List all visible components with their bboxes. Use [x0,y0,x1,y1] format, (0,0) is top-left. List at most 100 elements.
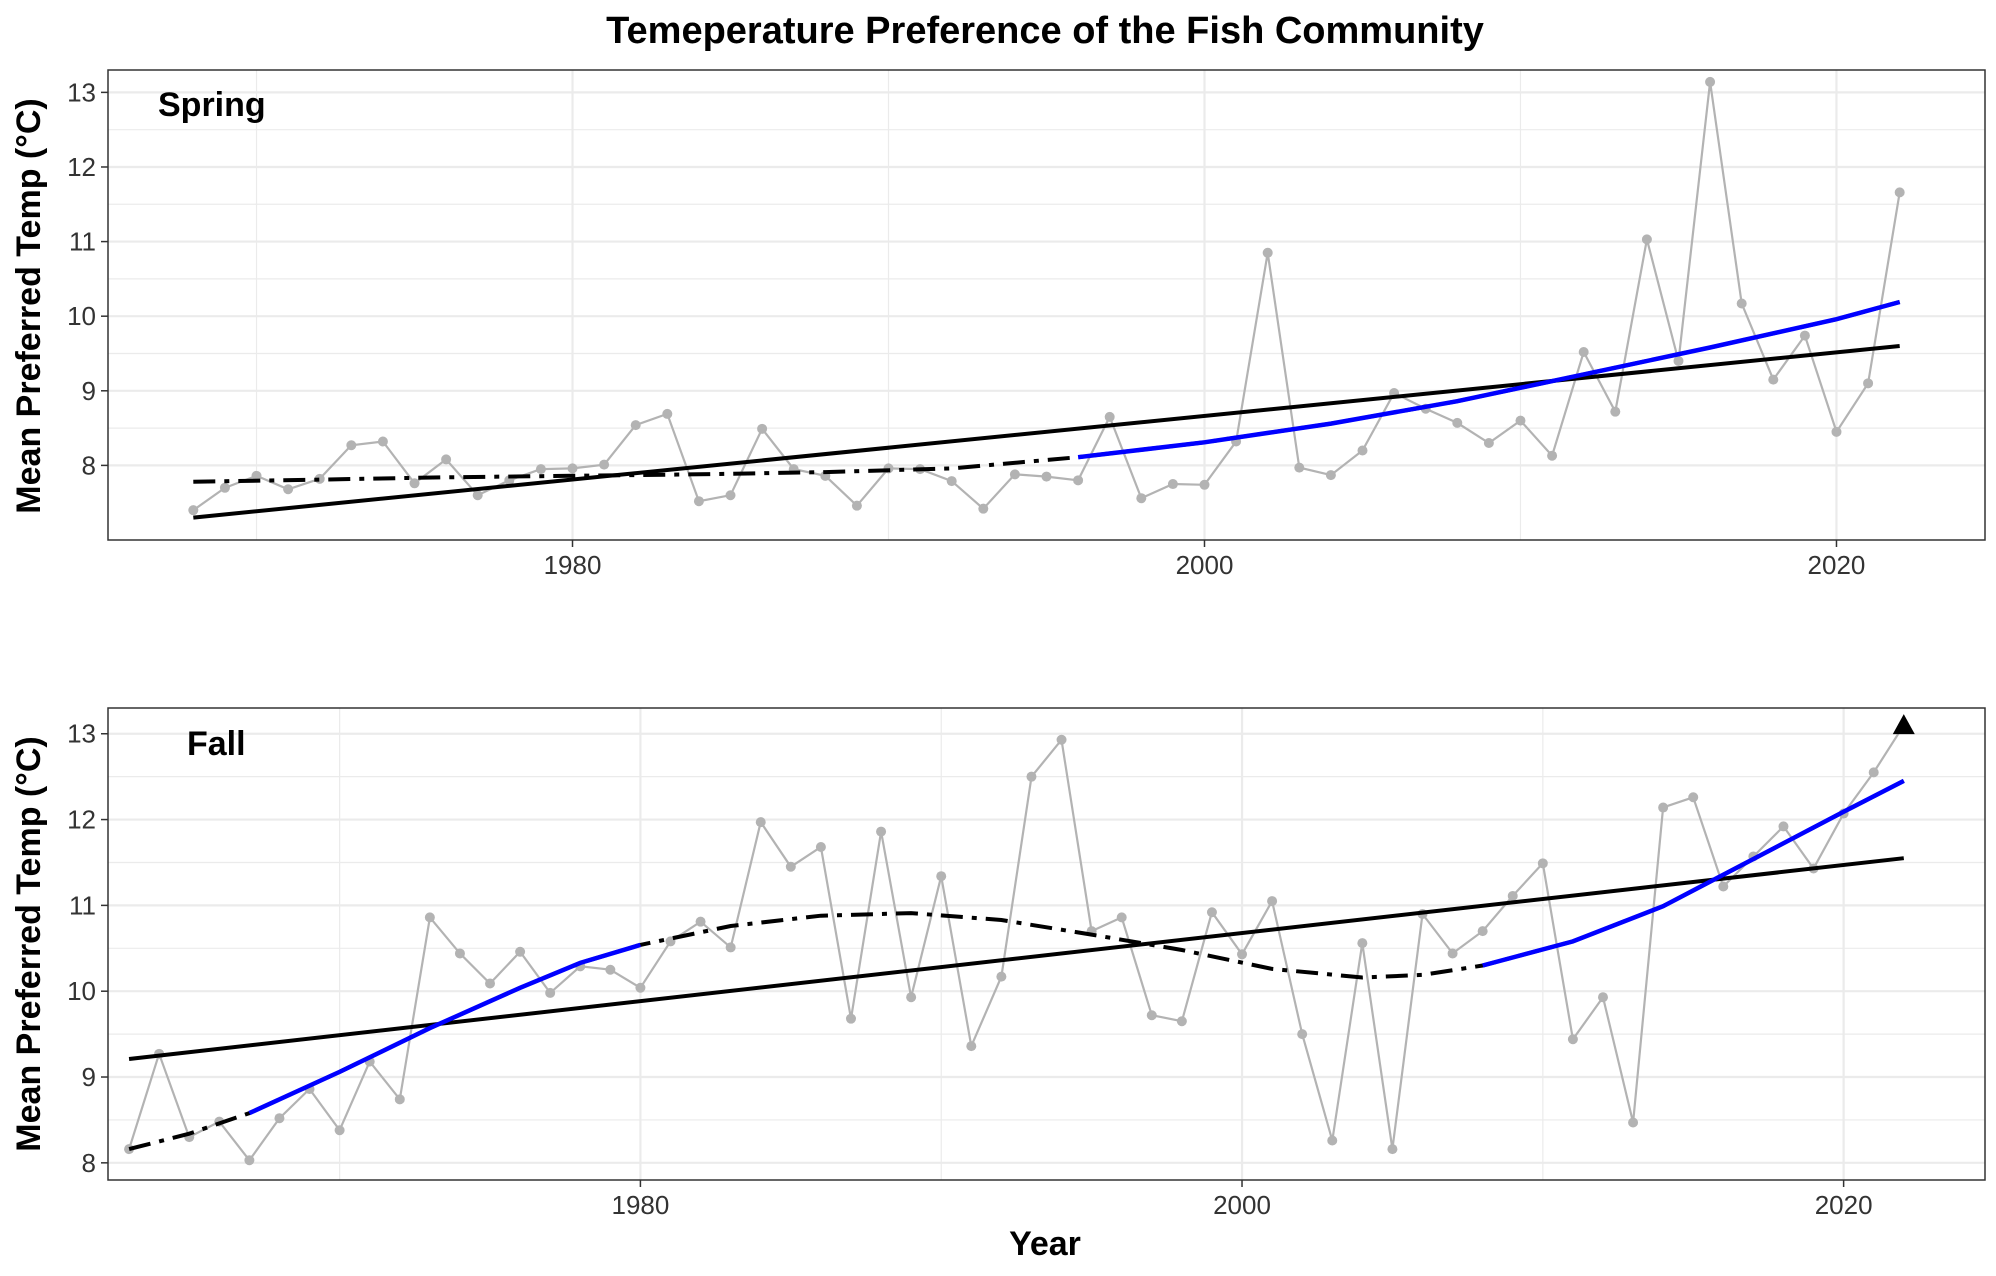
spring-observed-point [1357,445,1368,456]
spring-panel-label: Spring [158,86,266,124]
spring-observed-point [409,478,420,489]
fall-x-tick-label: 1980 [611,1190,669,1220]
fall-x-tick-label: 2020 [1815,1190,1873,1220]
spring-panel: 1980 2000 2020 8 9 10 11 12 13 Spring Mean Prefe… [10,69,1986,580]
fall-y-tick-label: 9 [82,1062,96,1092]
spring-observed-point [188,505,199,516]
fall-linear-trend-line [128,856,1905,1061]
fall-observed-point [845,1013,856,1024]
spring-observed-point [1894,187,1905,198]
spring-observed-point [1483,438,1494,449]
spring-observed-point [219,482,230,493]
fall-observed-point [424,912,435,923]
fall-axis-ticks: 1980 2000 2020 8 9 10 11 12 13 [67,719,1872,1220]
spring-y-tick-label: 10 [67,301,96,331]
spring-observed-point [346,440,357,451]
fall-gridlines [108,708,1985,1180]
fall-observed-point [394,1094,405,1105]
spring-observed-point [1641,234,1652,245]
fall-y-axis-title: Mean Preferred Temp (°C) [10,736,48,1151]
fall-y-tick-label: 8 [82,1148,96,1178]
fall-observed-point [936,871,947,882]
spring-panel-border [107,69,1986,541]
fall-panel: 1980 2000 2020 8 9 10 11 12 13 Fall Mean Preferr… [10,707,1986,1220]
spring-observed-point [946,476,957,487]
spring-observed-point [693,496,704,507]
fall-y-tick-label: 13 [67,719,96,749]
fall-observed-point [1507,890,1518,901]
fall-observed-point [1628,1117,1639,1128]
spring-observed-point [662,408,673,419]
fall-y-tick-label: 12 [67,805,96,835]
x-axis-title: Year [1009,1225,1081,1263]
spring-trend-lines [193,299,1901,520]
fall-observed-point [1387,1144,1398,1155]
fall-panel-label: Fall [187,725,246,763]
fall-observed-point [1688,792,1699,803]
fall-observed-point [785,861,796,872]
spring-y-tick-label: 13 [67,77,96,107]
spring-axis-ticks: 1980 2000 2020 8 9 10 11 12 13 [67,77,1865,580]
spring-observed-point [1831,426,1842,437]
fall-observed-point [1868,767,1879,778]
fall-observed-point [635,982,646,993]
spring-observed-point [1515,415,1526,426]
spring-observed-point [1294,462,1305,473]
fall-y-tick-label: 10 [67,976,96,1006]
spring-observed-point [1262,247,1273,258]
spring-observed-point [1547,450,1558,461]
spring-y-tick-label: 12 [67,152,96,182]
fall-panel-border [107,707,1986,1181]
spring-observed-point [1167,479,1178,490]
spring-observed-point [1199,479,1210,490]
fall-observed-line [128,724,1905,1163]
fall-observed-point [1206,907,1217,918]
spring-observed-point [1768,374,1779,385]
fall-observed-point [1718,881,1729,892]
spring-observed-point [1736,298,1747,309]
spring-observed-point [1610,406,1621,417]
spring-observed-point [599,459,610,470]
fall-observed-point [1447,948,1458,959]
spring-observed-point [377,436,388,447]
spring-observed-point [441,454,452,465]
fall-observed-point [454,948,465,959]
spring-observed-point [1673,355,1684,366]
fall-observed-point [1176,1016,1187,1027]
spring-linear-trend-line [193,344,1900,520]
fall-observed-point [996,971,1007,982]
spring-observed-point [630,420,641,431]
fall-observed-point [1056,734,1067,745]
fall-observed-point [334,1125,345,1136]
spring-observed-point [472,490,483,501]
fall-observed-point [1267,896,1278,907]
fall-observed-point [966,1041,977,1052]
fall-smooth-trend-significant [1482,778,1905,968]
spring-smooth-trend-significant [1077,299,1901,460]
spring-y-axis-title: Mean Preferred Temp (°C) [10,98,48,513]
fall-observed-point [1357,938,1368,949]
spring-observed-point [1136,493,1147,504]
fall-observed-point [1567,1034,1578,1045]
spring-observed-point [283,484,294,495]
fall-observed-point [1537,858,1548,869]
fall-observed-point [1297,1029,1308,1040]
fall-observed-point [515,946,526,957]
spring-observed-line [192,81,1901,512]
spring-observed-point [851,500,862,511]
fall-observed-point [545,987,556,998]
spring-observed-series [188,76,1905,516]
spring-y-tick-label: 11 [69,227,96,257]
spring-observed-point [757,423,768,434]
spring-observed-point [1009,469,1020,480]
fall-observed-point [1026,771,1037,782]
fall-observed-point [244,1155,255,1166]
fall-observed-series [124,714,1915,1166]
spring-observed-point [1073,475,1084,486]
fall-observed-point [725,942,736,953]
fall-triangle-marker [1892,714,1915,735]
spring-observed-point [1578,347,1589,357]
spring-observed-point [978,503,989,514]
fall-observed-point [1146,1010,1157,1021]
